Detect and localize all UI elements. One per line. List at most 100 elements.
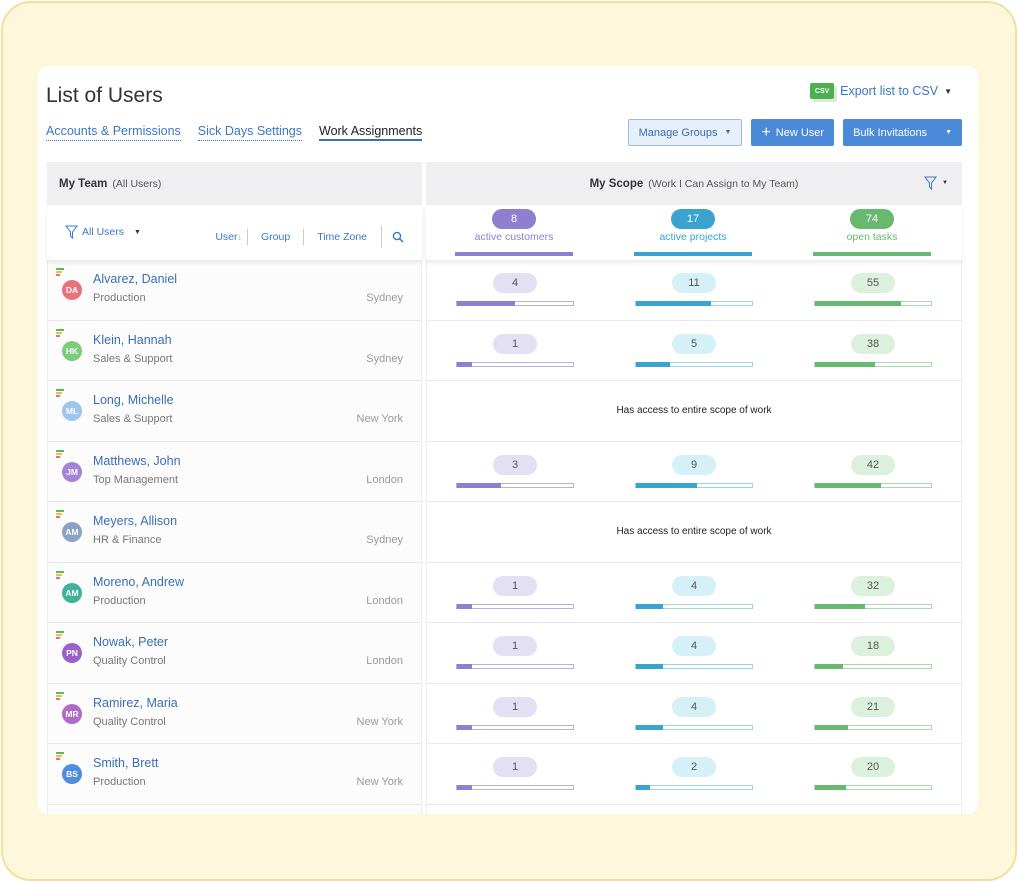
user-row[interactable]: AM Moreno, Andrew Production London <box>47 562 422 623</box>
assigned-projects[interactable]: 4 <box>635 696 753 730</box>
user-filter-dropdown[interactable]: All Users ▼ <box>65 225 141 239</box>
assigned-bar-fill <box>457 664 472 669</box>
assigned-bar <box>814 361 932 367</box>
assigned-badge: 11 <box>672 273 716 293</box>
assigned-bar <box>635 482 753 488</box>
my-scope-panel: My Scope (Work I Can Assign to My Team) ▼… <box>426 162 962 814</box>
assigned-tasks[interactable]: 32 <box>814 575 932 609</box>
assigned-customers[interactable]: 1 <box>456 696 574 730</box>
workload-icon <box>56 691 66 701</box>
assigned-projects[interactable]: 5 <box>635 333 753 367</box>
assigned-bar <box>456 361 574 367</box>
assigned-bar-fill <box>457 785 472 790</box>
users-card: List of Users Accounts & Permissions Sic… <box>38 66 978 814</box>
user-group: Production <box>93 594 146 607</box>
avatar: AM <box>62 582 82 603</box>
scope-row <box>426 804 962 814</box>
user-group: HR & Finance <box>93 534 162 546</box>
assigned-badge: 2 <box>672 757 716 777</box>
assigned-tasks[interactable]: 38 <box>814 333 932 367</box>
avatar: PN <box>62 643 82 663</box>
assigned-projects[interactable]: 2 <box>635 757 753 790</box>
assigned-bar <box>635 603 753 609</box>
assigned-customers[interactable]: 1 <box>456 636 574 669</box>
assigned-tasks[interactable]: 55 <box>814 273 932 306</box>
user-name-link[interactable]: Long, Michelle <box>93 393 174 407</box>
sort-group[interactable]: Group <box>261 231 291 243</box>
user-name-link[interactable]: Klein, Hannah <box>93 332 172 347</box>
tab-work-assignments[interactable]: Work Assignments <box>319 124 423 141</box>
assigned-projects[interactable]: 4 <box>635 575 753 609</box>
user-row[interactable]: JM Matthews, John Top Management London <box>47 441 422 502</box>
sort-user[interactable]: User↓ <box>215 231 243 243</box>
assigned-projects[interactable]: 11 <box>635 273 753 306</box>
user-group: Quality Control <box>93 655 166 667</box>
scope-row: 1 4 18 <box>426 623 962 684</box>
sort-down-icon: ↓ <box>237 232 243 242</box>
user-name-link[interactable]: Nowak, Peter <box>93 635 169 649</box>
manage-groups-button[interactable]: Manage Groups ▼ <box>627 119 743 146</box>
assigned-bar-fill <box>636 482 698 488</box>
user-name-link[interactable]: Alvarez, Daniel <box>93 272 178 286</box>
user-name-link[interactable]: Smith, Brett <box>93 756 159 770</box>
user-row[interactable]: ML Long, Michelle Sales & Support New Yo… <box>47 381 422 442</box>
bulk-invitations-button[interactable]: Bulk Invitations ▼ <box>843 119 962 146</box>
sort-time-zone[interactable]: Time Zone <box>317 231 367 243</box>
workload-icon <box>56 570 66 580</box>
assigned-bar <box>456 664 574 669</box>
scope-filter-button[interactable]: ▼ <box>924 176 948 190</box>
assigned-tasks[interactable]: 20 <box>814 757 932 790</box>
scope-totals: 8 active customers 17 active projects 74… <box>426 205 962 260</box>
user-row[interactable] <box>47 804 422 814</box>
user-row[interactable]: AM Meyers, Allison HR & Finance Sydney <box>47 502 422 563</box>
assigned-customers[interactable]: 1 <box>456 757 574 790</box>
assigned-projects[interactable]: 4 <box>635 636 753 669</box>
plus-icon: + <box>761 123 771 141</box>
assigned-badge: 1 <box>493 575 537 596</box>
assigned-bar-fill <box>457 482 501 488</box>
assigned-projects[interactable]: 9 <box>635 454 753 488</box>
assigned-badge: 5 <box>672 333 716 354</box>
assigned-customers[interactable]: 4 <box>456 273 574 306</box>
total-bar <box>634 252 752 256</box>
user-name-link[interactable]: Ramirez, Maria <box>93 695 178 710</box>
assigned-bar-fill <box>815 603 866 609</box>
user-name-link[interactable]: Moreno, Andrew <box>93 574 185 589</box>
scope-row: 4 11 55 <box>426 260 962 321</box>
assigned-bar <box>814 603 932 609</box>
assigned-tasks[interactable]: 21 <box>814 696 932 730</box>
scope-row: 1 2 20 <box>426 744 962 805</box>
tab-sick-days-settings[interactable]: Sick Days Settings <box>197 124 302 141</box>
user-name-link[interactable]: Matthews, John <box>93 453 181 468</box>
caret-down-icon: ▼ <box>724 129 732 136</box>
assigned-bar-fill <box>636 361 671 367</box>
search-icon[interactable] <box>392 231 404 243</box>
user-row[interactable]: MR Ramirez, Maria Quality Control New Yo… <box>47 683 422 744</box>
new-user-button[interactable]: + New User <box>751 119 835 146</box>
assigned-badge: 20 <box>851 757 895 777</box>
user-group: Top Management <box>93 473 178 486</box>
user-time-zone: New York <box>356 715 403 728</box>
my-scope-subtitle: (Work I Can Assign to My Team) <box>648 177 799 190</box>
assigned-badge: 38 <box>851 333 895 354</box>
assigned-customers[interactable]: 3 <box>456 454 574 488</box>
scope-row: Has access to entire scope of work <box>426 502 962 563</box>
assigned-bar <box>456 301 574 306</box>
user-row[interactable]: BS Smith, Brett Production New York <box>47 744 422 805</box>
assigned-tasks[interactable]: 42 <box>814 454 932 488</box>
user-row[interactable]: PN Nowak, Peter Quality Control London <box>47 623 422 684</box>
user-name-link[interactable]: Meyers, Allison <box>93 514 178 528</box>
user-group: Quality Control <box>93 715 166 728</box>
user-time-zone: New York <box>356 776 403 788</box>
assigned-tasks[interactable]: 18 <box>814 636 932 669</box>
assigned-bar <box>635 301 753 306</box>
user-row[interactable]: HK Klein, Hannah Sales & Support Sydney <box>47 320 422 381</box>
assigned-customers[interactable]: 1 <box>456 575 574 609</box>
page-title: List of Users <box>46 84 163 107</box>
user-row[interactable]: DA Alvarez, Daniel Production Sydney <box>47 260 422 321</box>
scope-row: 1 4 32 <box>426 562 962 623</box>
assigned-customers[interactable]: 1 <box>456 333 574 367</box>
assigned-bar-fill <box>457 301 515 306</box>
tab-accounts-permissions[interactable]: Accounts & Permissions <box>46 124 181 141</box>
export-csv-button[interactable]: CSV Export list to CSV ▼ <box>810 83 952 99</box>
